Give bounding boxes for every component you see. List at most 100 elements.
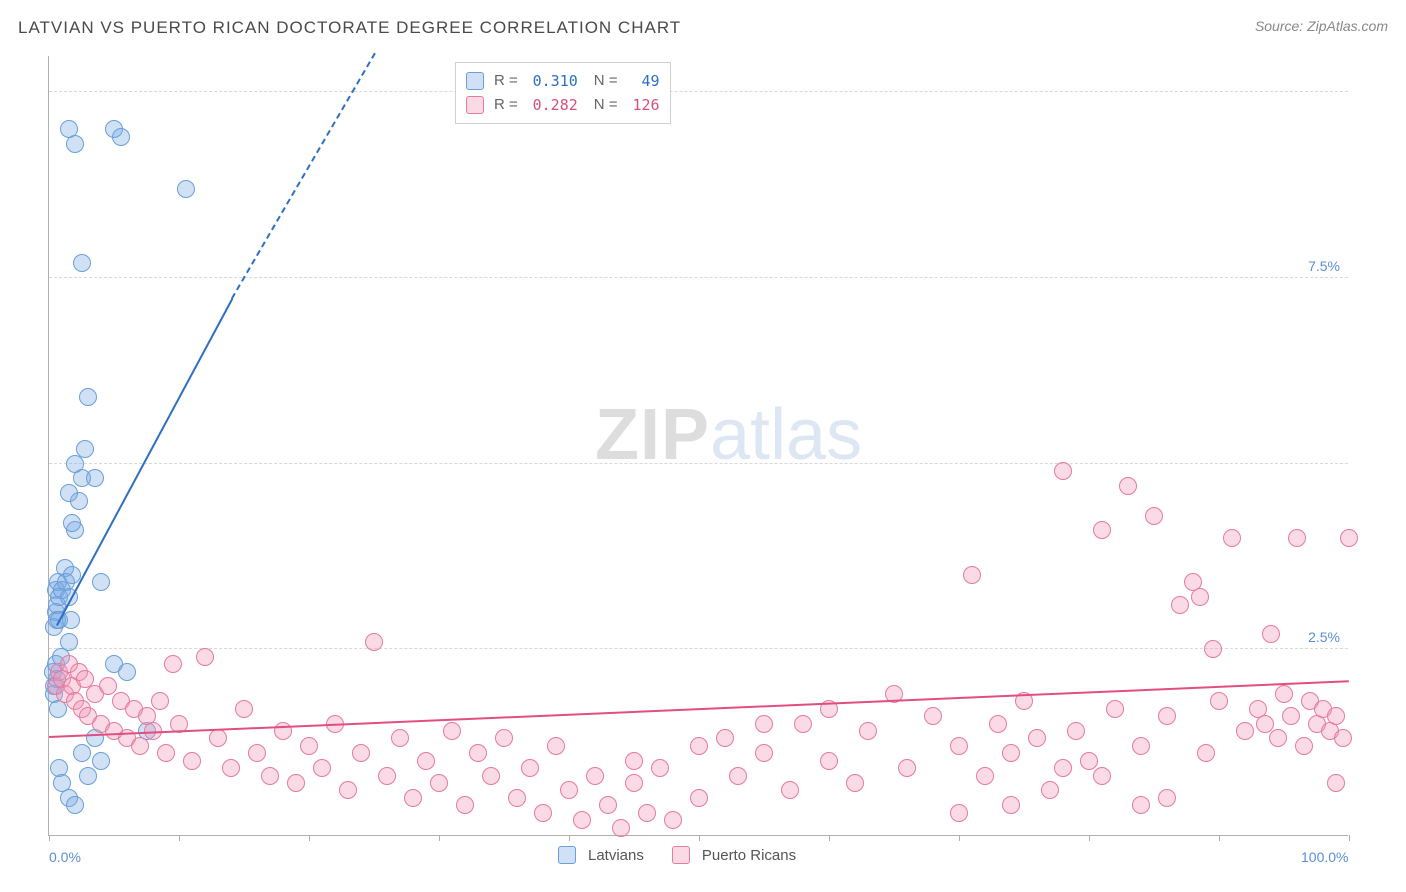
stat-n-value: 126 [624,93,660,117]
x-tick [699,835,700,841]
data-point [86,469,104,487]
data-point [63,514,81,532]
data-point [755,715,773,733]
data-point [729,767,747,785]
x-tick [569,835,570,841]
x-tick [439,835,440,841]
data-point [79,767,97,785]
data-point [547,737,565,755]
legend-item: Puerto Ricans [672,846,796,864]
data-point [950,737,968,755]
stat-n-value: 49 [624,69,660,93]
data-point [404,789,422,807]
data-point [248,744,266,762]
data-point [62,611,80,629]
data-point [73,744,91,762]
data-point [651,759,669,777]
data-point [430,774,448,792]
data-point [482,767,500,785]
legend-label: Puerto Ricans [702,847,796,864]
x-tick-label: 0.0% [49,849,81,865]
data-point [1002,744,1020,762]
data-point [1262,625,1280,643]
data-point [60,484,78,502]
data-point [820,752,838,770]
data-point [1106,700,1124,718]
data-point [1041,781,1059,799]
data-point [1256,715,1274,733]
series-swatch [466,72,484,90]
data-point [339,781,357,799]
x-tick [309,835,310,841]
legend-item: Latvians [558,846,644,864]
data-point [456,796,474,814]
x-tick-label: 100.0% [1301,849,1348,865]
data-point [235,700,253,718]
x-tick [1219,835,1220,841]
data-point [599,796,617,814]
data-point [1119,477,1137,495]
data-point [1158,707,1176,725]
data-point [1054,759,1072,777]
data-point [112,128,130,146]
data-point [300,737,318,755]
data-point [209,729,227,747]
data-point [66,796,84,814]
data-point [1093,767,1111,785]
data-point [196,648,214,666]
data-point [60,633,78,651]
stat-r-label: R = [494,93,518,117]
data-point [1191,588,1209,606]
data-point [976,767,994,785]
legend-swatch [672,846,690,864]
data-point [151,692,169,710]
data-point [99,677,117,695]
y-tick-label: 2.5% [1308,629,1340,645]
gridline [49,648,1348,649]
data-point [690,789,708,807]
data-point [1132,796,1150,814]
data-point [846,774,864,792]
stat-r-value: 0.310 [524,69,578,93]
data-point [495,729,513,747]
data-point [898,759,916,777]
data-point [352,744,370,762]
data-point [781,781,799,799]
chart-title: LATVIAN VS PUERTO RICAN DOCTORATE DEGREE… [18,18,681,38]
data-point [73,254,91,272]
data-point [261,767,279,785]
data-point [625,774,643,792]
data-point [573,811,591,829]
data-point [79,388,97,406]
x-tick [959,835,960,841]
data-point [1269,729,1287,747]
correlation-stats-legend: R =0.310N =49R =0.282N =126 [455,62,671,124]
data-point [1236,722,1254,740]
data-point [66,135,84,153]
data-point [794,715,812,733]
data-point [164,655,182,673]
stats-row: R =0.310N =49 [466,69,660,93]
data-point [391,729,409,747]
data-point [469,744,487,762]
data-point [66,455,84,473]
data-point [1028,729,1046,747]
data-point [443,722,461,740]
data-point [690,737,708,755]
data-point [1171,596,1189,614]
data-point [1158,789,1176,807]
data-point [508,789,526,807]
x-tick [49,835,50,841]
data-point [92,573,110,591]
y-tick-label: 7.5% [1308,258,1340,274]
data-point [287,774,305,792]
data-point [177,180,195,198]
data-point [1067,722,1085,740]
scatter-plot-area: ZIPatlas 2.5%7.5%0.0%100.0% [48,56,1348,836]
data-point [521,759,539,777]
data-point [92,752,110,770]
legend-label: Latvians [588,847,644,864]
stats-row: R =0.282N =126 [466,93,660,117]
data-point [1288,529,1306,547]
data-point [1223,529,1241,547]
